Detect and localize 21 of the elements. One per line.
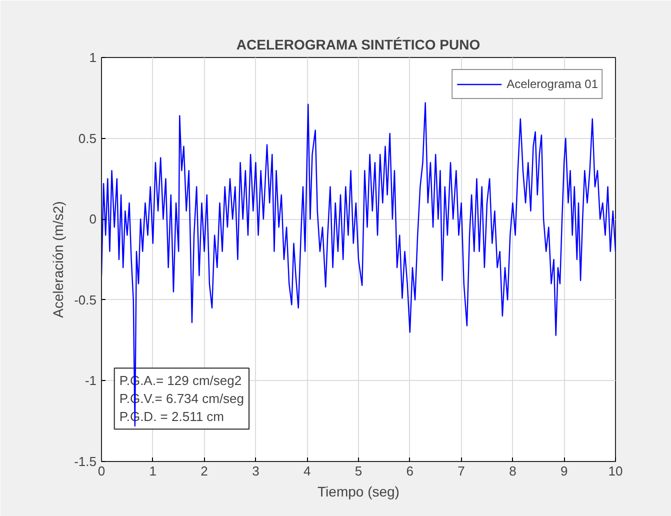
x-tick-label: 2 xyxy=(200,464,208,478)
x-tick-label: 6 xyxy=(406,464,414,478)
chart-title: ACELEROGRAMA SINTÉTICO PUNO xyxy=(236,36,480,52)
y-tick-label: -1 xyxy=(84,373,97,388)
y-tick-label: 1 xyxy=(89,50,97,65)
x-tick-label: 4 xyxy=(303,464,311,478)
x-axis-title: Tiempo (seg) xyxy=(318,484,400,500)
y-tick-label: -0.5 xyxy=(74,292,97,308)
x-tick-label: 7 xyxy=(458,464,465,478)
x-tick-label: 10 xyxy=(608,464,623,478)
y-axis-title: Aceleración (m/s2) xyxy=(50,201,66,318)
x-tick-label: 1 xyxy=(149,464,157,478)
x-tick-label: 9 xyxy=(560,464,568,478)
x-tick-label: 3 xyxy=(252,464,260,478)
y-tick-label: -1.5 xyxy=(74,454,97,469)
x-tick-label: 5 xyxy=(354,464,362,478)
legend-label: Acelerograma 01 xyxy=(506,77,598,91)
line-series xyxy=(102,102,616,427)
y-tick-label: 0 xyxy=(89,212,97,227)
x-tick-label: 8 xyxy=(509,464,516,478)
y-tick-label: 0.5 xyxy=(78,130,97,146)
